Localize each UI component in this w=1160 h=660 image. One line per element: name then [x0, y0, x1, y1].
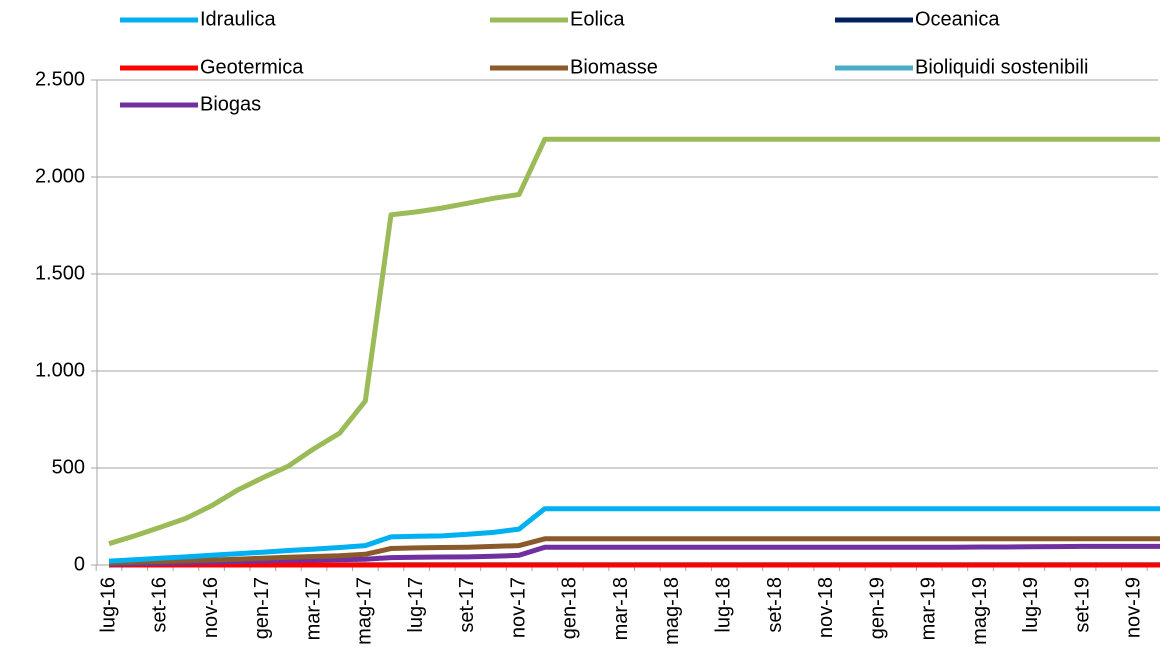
x-tick-label: lug-18	[713, 577, 735, 633]
x-tick-label: gen-18	[559, 577, 581, 639]
x-tick-label: set-17	[456, 577, 478, 633]
legend-label: Biomasse	[570, 56, 658, 78]
x-tick-label: mag-19	[969, 577, 991, 645]
x-tick-label: mar-19	[918, 577, 940, 640]
legend-label: Eolica	[570, 8, 625, 30]
y-tick-label: 0	[74, 553, 85, 575]
legend-item: Biomasse	[490, 56, 658, 78]
legend-label: Oceanica	[915, 8, 1000, 30]
series-line-idraulica	[108, 506, 1160, 564]
x-tick-label: nov-19	[1123, 577, 1145, 638]
legend-item: Eolica	[490, 8, 625, 30]
x-tick-label: mar-18	[610, 577, 632, 640]
legend-item: Geotermica	[120, 56, 304, 78]
axes	[91, 79, 1158, 571]
legend-label: Bioliquidi sostenibili	[915, 56, 1088, 78]
legend-label: Idraulica	[200, 8, 276, 30]
x-tick-label: set-19	[1071, 577, 1093, 633]
y-tick-label: 1.000	[35, 359, 85, 381]
y-tick-label: 2.000	[35, 165, 85, 187]
legend-label: Biogas	[200, 93, 261, 115]
x-tick-label: mar-17	[302, 577, 324, 640]
gridlines	[97, 79, 1158, 469]
legend-item: Oceanica	[835, 8, 1000, 30]
x-tick-label: lug-16	[97, 577, 119, 633]
y-tick-label: 1.500	[35, 262, 85, 284]
legend: Idraulica Eolica Oceanica Geotermica Biomass…	[120, 8, 1088, 115]
x-tick-label: mag-18	[661, 577, 683, 645]
y-tick-label: 500	[52, 456, 85, 478]
x-tick-label: gen-19	[866, 577, 888, 639]
y-tick-label: 2.500	[35, 68, 85, 90]
x-tick-label: mag-17	[354, 577, 376, 645]
legend-item: Biogas	[120, 93, 261, 115]
series-lines	[108, 136, 1160, 568]
legend-item: Idraulica	[120, 8, 276, 30]
x-tick-label: lug-17	[405, 577, 427, 633]
x-tick-label: nov-17	[507, 577, 529, 638]
x-tick-label: set-18	[764, 577, 786, 633]
x-tick-label: nov-18	[815, 577, 837, 638]
x-tick-label: nov-16	[200, 577, 222, 638]
x-tick-label: gen-17	[251, 577, 273, 639]
legend-label: Geotermica	[200, 56, 304, 78]
series-line-biogas	[108, 543, 1160, 567]
x-tick-label: set-16	[149, 577, 171, 633]
y-tick-labels: 0 500 1.000 1.500 2.000 2.500	[35, 68, 85, 575]
series-line-eolica	[108, 136, 1160, 547]
x-tick-label: lug-19	[1020, 577, 1042, 633]
x-tick-labels: lug-16 set-16 nov-16 gen-17 mar-17 mag-17 lug-…	[97, 577, 1144, 645]
legend-item: Bioliquidi sostenibili	[835, 56, 1088, 78]
series-line-biomasse	[108, 536, 1160, 566]
